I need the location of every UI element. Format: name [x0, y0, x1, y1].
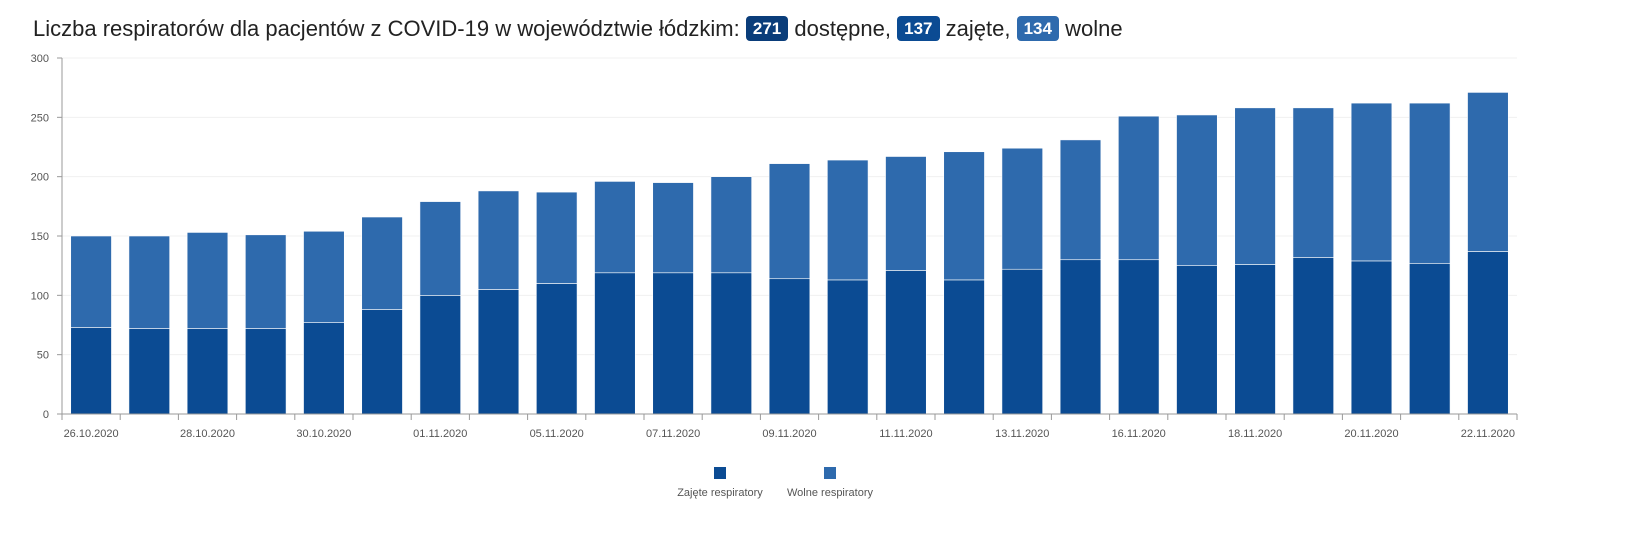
bar-occupied	[827, 279, 869, 415]
title-prefix: Liczba respiratorów dla pacjentów z COVI…	[33, 16, 740, 41]
bar-occupied	[128, 328, 170, 415]
bar-occupied	[186, 328, 229, 415]
legend-label-occupied: Zajęte respiratory	[677, 487, 763, 499]
bar-occupied	[1409, 262, 1451, 415]
bar-occupied	[1292, 257, 1334, 415]
legend-swatch-occupied	[714, 467, 726, 479]
legend-swatch-free	[824, 467, 836, 479]
bars	[70, 92, 1509, 415]
x-tick-label: 16.11.2020	[1112, 428, 1166, 440]
bar-free	[885, 156, 927, 271]
available-count-badge: 271	[745, 16, 789, 41]
bar-occupied	[70, 327, 112, 415]
legend-label-free: Wolne respiratory	[787, 487, 873, 499]
x-tick-label: 01.11.2020	[413, 428, 467, 440]
bar-free	[1350, 102, 1393, 262]
bar-free	[477, 190, 520, 290]
bar-occupied	[419, 295, 461, 415]
bar-free	[1118, 115, 1160, 261]
bar-free	[1467, 92, 1509, 252]
x-tick-label: 26.10.2020	[64, 428, 119, 440]
bar-free	[361, 216, 403, 310]
x-tick-label: 09.11.2020	[762, 428, 816, 440]
y-tick-label: 300	[31, 53, 49, 65]
bar-free	[594, 181, 636, 274]
y-tick-label: 150	[31, 231, 49, 243]
x-tick-label: 20.11.2020	[1344, 428, 1398, 440]
y-tick-label: 250	[31, 112, 49, 124]
y-tick-label: 50	[37, 350, 49, 362]
x-tick-label: 30.10.2020	[296, 428, 351, 440]
bar-free	[1059, 139, 1102, 261]
x-tick-label: 13.11.2020	[995, 428, 1049, 440]
bar-occupied	[1467, 251, 1509, 415]
axes: 0 50 100 150 200 250 300 26.10.2020 28.10.2020 30…	[31, 53, 1518, 440]
bar-free	[827, 159, 869, 281]
bar-occupied	[477, 289, 520, 415]
bar-occupied	[1234, 264, 1276, 415]
bar-occupied	[303, 322, 345, 415]
bar-free	[652, 182, 694, 274]
bar-occupied	[536, 283, 578, 415]
bar-free	[70, 235, 112, 328]
bar-free	[536, 191, 578, 284]
bar-occupied	[1001, 268, 1043, 415]
legend: Zajęte respiratory Wolne respiratory	[677, 467, 873, 499]
page-title: Liczba respiratorów dla pacjentów z COVI…	[33, 14, 1123, 44]
y-tick-label: 100	[31, 290, 49, 302]
bar-free	[419, 201, 461, 296]
bar-free	[1001, 147, 1043, 270]
free-label: wolne	[1065, 16, 1123, 41]
occupied-label: zajęte,	[945, 16, 1011, 41]
bar-free	[1292, 107, 1334, 258]
bar-free	[1176, 114, 1218, 266]
y-tick-label: 200	[31, 172, 49, 184]
bar-occupied	[885, 270, 927, 415]
available-label: dostępne,	[794, 16, 891, 41]
bar-free	[128, 235, 170, 329]
bar-occupied	[768, 278, 811, 415]
x-tick-label: 05.11.2020	[530, 428, 584, 440]
bar-free	[186, 232, 229, 329]
bar-free	[1409, 102, 1451, 264]
bar-free	[303, 230, 345, 323]
bar-occupied	[943, 279, 985, 415]
bar-occupied	[245, 328, 287, 415]
bar-occupied	[710, 272, 752, 415]
free-count-badge: 134	[1016, 16, 1059, 41]
bar-occupied	[1176, 265, 1218, 415]
y-tick-label: 0	[43, 409, 49, 421]
occupied-count-badge: 137	[897, 16, 940, 41]
bar-free	[768, 163, 811, 280]
bar-occupied	[1350, 260, 1393, 415]
bar-occupied	[1059, 259, 1102, 415]
x-tick-label: 11.11.2020	[879, 428, 932, 440]
x-tick-label: 07.11.2020	[646, 428, 700, 440]
bar-free	[943, 151, 985, 281]
bar-occupied	[594, 272, 636, 415]
x-tick-label: 28.10.2020	[180, 428, 235, 440]
x-tick-label: 22.11.2020	[1461, 428, 1515, 440]
bar-free	[245, 234, 287, 329]
bar-occupied	[361, 309, 403, 415]
bar-free	[1234, 107, 1276, 265]
bar-occupied	[1118, 259, 1160, 415]
bar-free	[710, 176, 752, 274]
x-tick-label: 18.11.2020	[1228, 428, 1282, 440]
bar-occupied	[652, 272, 694, 415]
